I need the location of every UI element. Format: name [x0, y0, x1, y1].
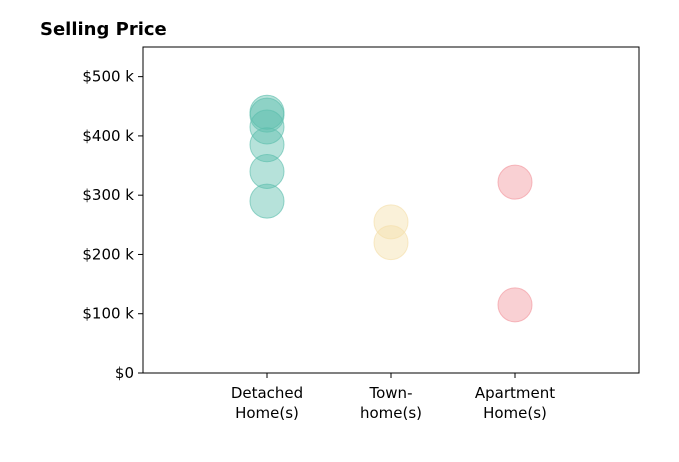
y-tick-label: $0	[115, 364, 134, 382]
y-axis: $0 $100 k $200 k $300 k $400 k $500 k	[82, 68, 143, 382]
data-point-2-0	[497, 164, 533, 200]
data-point-1-0	[373, 204, 409, 240]
x-axis: Detached Home(s) Town-home(s) Apartment Home…	[231, 373, 555, 422]
points-layer	[249, 94, 533, 323]
y-tick-label: $500 k	[82, 68, 134, 86]
y-tick-label: $200 k	[82, 245, 134, 263]
y-tick-label: $300 k	[82, 186, 134, 204]
data-point-0-3	[249, 127, 285, 163]
data-point-0-4	[249, 153, 285, 189]
x-tick-label: Town-home(s)	[360, 384, 422, 422]
y-tick-label: $400 k	[82, 127, 134, 145]
x-tick-label: Detached Home(s)	[231, 384, 303, 422]
x-tick-label: Apartment Home(s)	[475, 384, 555, 422]
chart-title: Selling Price	[40, 19, 167, 40]
data-point-1-1	[373, 225, 409, 261]
data-point-0-1	[249, 97, 285, 133]
y-tick-label: $100 k	[82, 305, 134, 323]
data-point-0-5	[249, 183, 285, 219]
data-point-2-1	[497, 287, 533, 323]
plot-frame	[142, 46, 640, 374]
data-point-0-2	[249, 109, 285, 145]
